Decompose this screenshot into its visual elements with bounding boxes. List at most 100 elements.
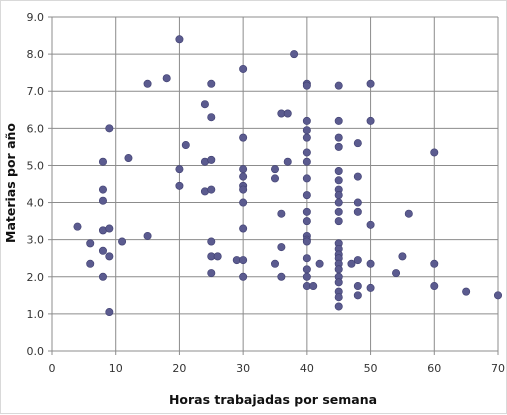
data-point (73, 222, 82, 231)
data-point (353, 256, 362, 265)
data-point (302, 265, 311, 274)
data-point (175, 165, 184, 174)
x-tick-labels: 0 10 20 30 40 50 60 70 (49, 362, 506, 375)
data-point (366, 79, 375, 88)
data-point (98, 272, 107, 281)
data-point (105, 252, 114, 261)
data-point (309, 282, 318, 291)
y-tick-label: 3.0 (27, 234, 45, 247)
data-point (239, 272, 248, 281)
x-tick-label: 50 (364, 362, 378, 375)
data-point (302, 254, 311, 263)
data-point (353, 139, 362, 148)
data-point (239, 185, 248, 194)
data-point (430, 282, 439, 291)
data-point (270, 165, 279, 174)
data-point (353, 198, 362, 207)
data-point (366, 259, 375, 268)
data-point (105, 124, 114, 133)
data-point (334, 176, 343, 185)
data-point (283, 157, 292, 166)
data-point (105, 308, 114, 317)
data-point (334, 265, 343, 274)
data-point (283, 109, 292, 118)
y-tick-label: 5.0 (27, 159, 45, 172)
x-tick-label: 0 (49, 362, 56, 375)
data-point (290, 50, 299, 59)
data-point (277, 243, 286, 252)
data-point (334, 116, 343, 125)
y-tick-label: 4.0 (27, 197, 45, 210)
data-point (334, 191, 343, 200)
data-point (302, 207, 311, 216)
data-point (334, 142, 343, 151)
data-point (207, 79, 216, 88)
x-tick-label: 40 (300, 362, 314, 375)
data-point (334, 302, 343, 311)
data-point (302, 217, 311, 226)
data-point (334, 167, 343, 176)
data-point (334, 217, 343, 226)
data-point (334, 133, 343, 142)
data-point (86, 259, 95, 268)
data-point (98, 196, 107, 205)
data-point (143, 231, 152, 240)
x-tick-label: 30 (236, 362, 250, 375)
data-point (175, 181, 184, 190)
data-point (277, 272, 286, 281)
data-point (270, 174, 279, 183)
data-point (98, 157, 107, 166)
data-point (207, 237, 216, 246)
data-point (239, 165, 248, 174)
data-point (366, 116, 375, 125)
data-point (175, 35, 184, 44)
data-point (302, 81, 311, 90)
data-point (334, 293, 343, 302)
data-point (302, 174, 311, 183)
data-point (143, 79, 152, 88)
data-point (200, 100, 209, 109)
data-point (207, 155, 216, 164)
data-point (302, 191, 311, 200)
data-point (162, 74, 171, 83)
data-point (181, 141, 190, 150)
data-point (334, 278, 343, 287)
data-point (315, 259, 324, 268)
x-tick-label: 60 (427, 362, 441, 375)
x-tick-label: 70 (491, 362, 505, 375)
y-tick-label: 2.0 (27, 271, 45, 284)
y-tick-label: 8.0 (27, 48, 45, 61)
y-tick-label: 9.0 (27, 11, 45, 24)
data-point (98, 246, 107, 255)
data-point (347, 259, 356, 268)
data-point (86, 239, 95, 248)
data-point (302, 133, 311, 142)
data-points (73, 35, 502, 317)
data-point (270, 259, 279, 268)
data-point (98, 185, 107, 194)
data-point (353, 291, 362, 300)
data-point (239, 224, 248, 233)
data-point (334, 207, 343, 216)
data-point (239, 172, 248, 181)
y-tick-label: 1.0 (27, 308, 45, 321)
x-tick-label: 10 (109, 362, 123, 375)
data-point (404, 209, 413, 218)
data-point (105, 224, 114, 233)
data-point (334, 198, 343, 207)
x-tick-label: 20 (172, 362, 186, 375)
x-axis-title: Horas trabajadas por semana (169, 392, 377, 407)
data-point (334, 81, 343, 90)
data-point (353, 207, 362, 216)
data-point (239, 133, 248, 142)
data-point (207, 113, 216, 122)
data-point (353, 282, 362, 291)
data-point (207, 185, 216, 194)
data-point (302, 126, 311, 135)
data-point (353, 172, 362, 181)
data-point (493, 291, 502, 300)
data-point (430, 148, 439, 157)
data-point (302, 157, 311, 166)
